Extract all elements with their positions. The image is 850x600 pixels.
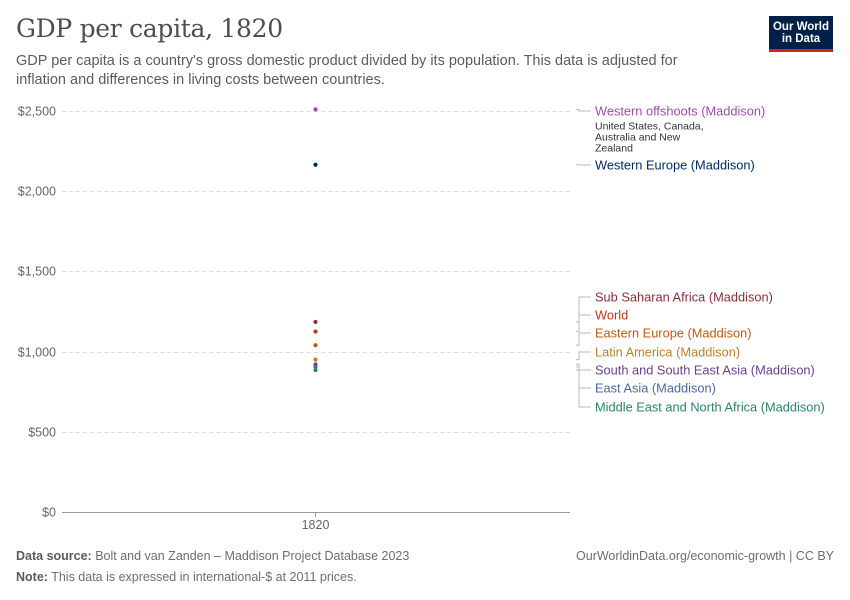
logo-line-1: Our World — [772, 21, 829, 33]
x-tick-label: 1820 — [302, 518, 330, 532]
chart-note: Note: This data is expressed in internat… — [16, 570, 357, 584]
chart-title: GDP per capita, 1820 — [16, 14, 283, 43]
note-text: This data is expressed in international-… — [51, 570, 357, 584]
source-url-link[interactable]: OurWorldinData.org/economic-growth — [576, 549, 786, 563]
note-label: Note: — [16, 570, 48, 584]
data-point — [313, 364, 318, 369]
legend-label: World — [595, 308, 628, 323]
legend-label: South and South East Asia (Maddison) — [595, 363, 815, 378]
y-tick-label: $1,000 — [18, 346, 56, 360]
y-tick-label: $1,500 — [18, 265, 56, 279]
data-point — [313, 343, 318, 348]
legend-label: East Asia (Maddison) — [595, 381, 716, 396]
y-tick-label: $2,500 — [18, 105, 56, 119]
legend-annotation-line: Australia and New — [595, 132, 681, 144]
data-source-text[interactable]: Bolt and van Zanden – Maddison Project D… — [95, 549, 410, 563]
legend-connector — [576, 296, 591, 323]
legend-label: Western Europe (Maddison) — [595, 158, 755, 173]
footer-links: OurWorldinData.org/economic-growth | CC … — [576, 549, 834, 563]
legend-connector — [576, 332, 591, 346]
legend-label: Middle East and North Africa (Maddison) — [595, 400, 825, 415]
data-point — [313, 367, 318, 373]
legend-connector — [576, 369, 591, 408]
logo-line-2: in Data — [781, 33, 821, 45]
y-tick-label: $0 — [42, 506, 56, 520]
chart-subtitle: GDP per capita is a country's gross dome… — [16, 53, 678, 88]
data-source-label: Data source: — [16, 549, 92, 563]
owid-logo[interactable]: Our World in Data — [769, 16, 833, 52]
legend-connector — [576, 351, 591, 361]
legend-annotation-line: Zealand — [595, 143, 633, 155]
y-tick-label: $500 — [28, 426, 56, 440]
license-text[interactable]: | CC BY — [785, 549, 834, 563]
legend-label: Latin America (Maddison) — [595, 345, 740, 360]
legend-label: Eastern Europe (Maddison) — [595, 326, 752, 341]
legend-label: Sub Saharan Africa (Maddison) — [595, 290, 773, 305]
data-point — [313, 107, 318, 112]
data-point — [313, 357, 318, 362]
data-source: Data source: Bolt and van Zanden – Maddi… — [16, 549, 409, 563]
legend-annotation-line: United States, Canada, — [595, 121, 704, 133]
data-point — [313, 319, 318, 325]
legend-annotation: United States, Canada, Australia and New Z… — [595, 121, 704, 155]
legend-connector — [576, 314, 591, 333]
legend-connector — [576, 108, 591, 112]
legend-label: Western offshoots (Maddison) — [595, 104, 765, 119]
data-point — [313, 329, 318, 334]
data-point — [313, 162, 318, 167]
y-tick-label: $2,000 — [18, 185, 56, 199]
